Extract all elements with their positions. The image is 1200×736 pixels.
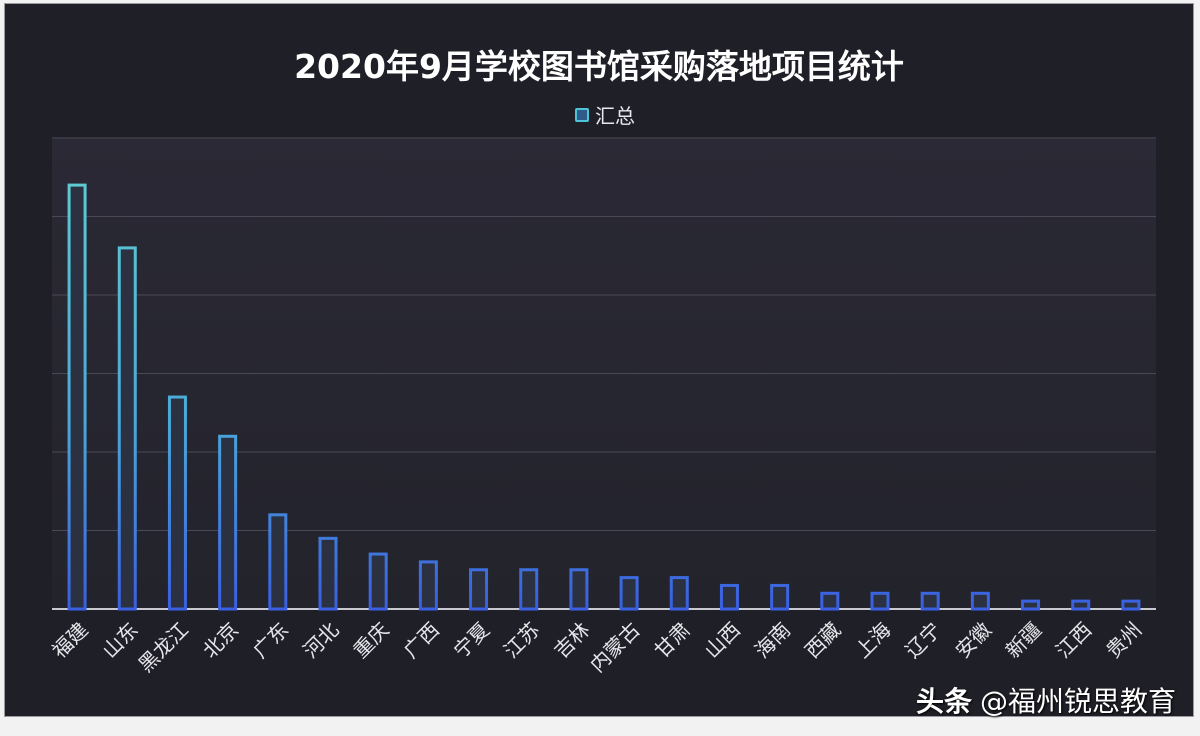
bar-宁夏[interactable] bbox=[469, 568, 489, 611]
bar-海南[interactable] bbox=[770, 583, 790, 611]
x-tick-label: 江苏 bbox=[499, 618, 544, 663]
x-tick-label: 新疆 bbox=[1001, 618, 1046, 663]
x-tick-label: 黑龙江 bbox=[134, 618, 193, 677]
x-tick-label: 安徽 bbox=[951, 618, 996, 663]
x-tick-label: 江西 bbox=[1051, 618, 1096, 663]
legend[interactable]: 汇总 bbox=[575, 100, 635, 129]
x-tick-label: 北京 bbox=[198, 618, 243, 663]
x-tick-label: 宁夏 bbox=[449, 618, 494, 663]
legend-label: 汇总 bbox=[595, 104, 635, 128]
x-tick-label: 重庆 bbox=[348, 618, 393, 663]
chart-title: 2020年9月学校图书馆采购落地项目统计 bbox=[294, 47, 904, 86]
x-tick-label: 吉林 bbox=[549, 618, 594, 663]
bar-山东[interactable] bbox=[117, 246, 137, 611]
x-tick-label: 西藏 bbox=[800, 618, 845, 663]
x-tick-label: 河北 bbox=[298, 618, 343, 663]
bar-贵州[interactable] bbox=[1121, 599, 1141, 611]
watermark-platform: 头条 bbox=[915, 685, 972, 718]
bar-西藏[interactable] bbox=[820, 591, 840, 611]
x-tick-label: 山西 bbox=[700, 618, 745, 663]
bar-福建[interactable] bbox=[67, 183, 87, 611]
bar-吉林[interactable] bbox=[569, 568, 589, 611]
bar-内蒙古[interactable] bbox=[619, 576, 639, 611]
x-tick-label: 内蒙古 bbox=[585, 618, 644, 677]
bar-江西[interactable] bbox=[1071, 599, 1091, 611]
x-tick-label: 上海 bbox=[850, 618, 895, 663]
bar-新疆[interactable] bbox=[1021, 599, 1041, 611]
bar-广西[interactable] bbox=[418, 560, 438, 611]
x-tick-label: 海南 bbox=[750, 618, 795, 663]
x-tick-label: 贵州 bbox=[1101, 618, 1146, 663]
x-tick-label: 山东 bbox=[98, 618, 143, 663]
x-tick-label: 甘肃 bbox=[650, 618, 695, 663]
bar-河北[interactable] bbox=[318, 536, 338, 611]
watermark: 头条 @福州锐思教育 bbox=[916, 680, 1176, 720]
legend-swatch bbox=[575, 107, 589, 122]
bar-黑龙江[interactable] bbox=[167, 395, 187, 611]
x-tick-label: 广西 bbox=[399, 618, 444, 663]
bar-广东[interactable] bbox=[268, 513, 288, 611]
bar-甘肃[interactable] bbox=[669, 576, 689, 611]
bar-北京[interactable] bbox=[218, 434, 238, 611]
bar-江苏[interactable] bbox=[519, 568, 539, 611]
watermark-account: @福州锐思教育 bbox=[979, 685, 1176, 718]
x-tick-label: 广东 bbox=[248, 618, 293, 663]
bar-辽宁[interactable] bbox=[920, 591, 940, 611]
bar-上海[interactable] bbox=[870, 591, 890, 611]
bar-山西[interactable] bbox=[719, 583, 739, 611]
x-tick-label: 辽宁 bbox=[900, 618, 945, 663]
x-tick-label: 福建 bbox=[47, 618, 92, 663]
bar-重庆[interactable] bbox=[368, 552, 388, 611]
bar-安徽[interactable] bbox=[970, 591, 990, 611]
